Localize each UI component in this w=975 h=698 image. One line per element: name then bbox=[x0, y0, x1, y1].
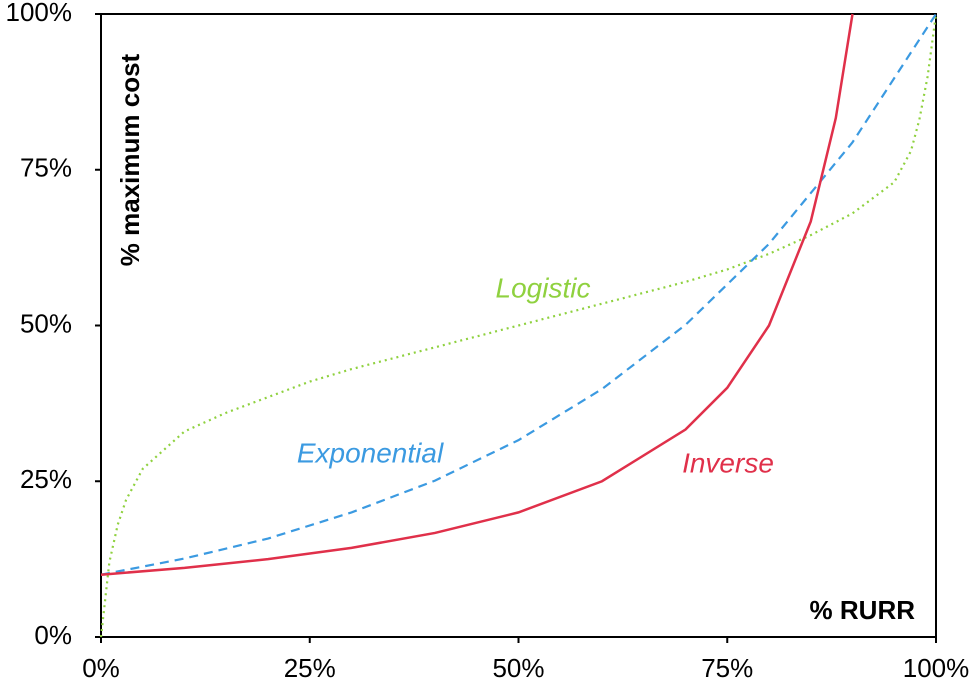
series-label: Exponential bbox=[297, 437, 444, 468]
y-tick-label: 100% bbox=[6, 0, 73, 27]
y-tick-label: 0% bbox=[34, 620, 72, 650]
x-tick-label: 100% bbox=[903, 653, 970, 683]
series-label: Inverse bbox=[682, 447, 774, 478]
y-tick-label: 50% bbox=[20, 308, 72, 338]
x-axis-title: % RURR bbox=[810, 595, 916, 625]
y-axis-title: % maximum cost bbox=[115, 53, 145, 266]
x-tick-label: 25% bbox=[284, 653, 336, 683]
x-tick-label: 0% bbox=[82, 653, 120, 683]
series-line bbox=[100, 13, 854, 576]
series-line bbox=[99, 13, 938, 638]
y-tick-label: 75% bbox=[20, 153, 72, 183]
series-line bbox=[100, 13, 937, 576]
x-tick-label: 75% bbox=[701, 653, 753, 683]
series-label: Logistic bbox=[496, 272, 591, 303]
y-tick-label: 25% bbox=[20, 464, 72, 494]
x-tick-label: 50% bbox=[492, 653, 544, 683]
